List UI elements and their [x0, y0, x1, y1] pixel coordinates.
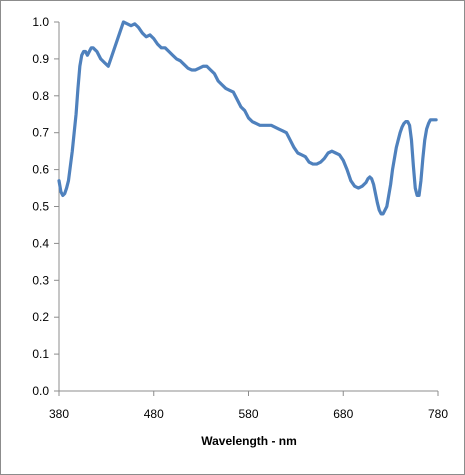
y-tick-label: 0.3 — [32, 273, 49, 287]
y-tick-label: 0.6 — [32, 163, 49, 177]
x-tick-label: 480 — [144, 407, 164, 421]
y-tick-label: 0.7 — [32, 126, 49, 140]
x-axis-title: Wavelength - nm — [201, 434, 297, 448]
y-tick-label: 0.0 — [32, 384, 49, 398]
series-line — [57, 20, 438, 216]
x-tick-label: 580 — [238, 407, 258, 421]
y-tick-label: 0.5 — [32, 200, 49, 214]
y-tick-label: 1.0 — [32, 15, 49, 29]
x-tick-label: 380 — [49, 407, 69, 421]
y-axis: 0.0 0.1 0.2 0.3 0.4 0.5 0.6 0.7 0.8 0.9 1.0 — [32, 15, 60, 398]
y-tick-label: 0.8 — [32, 89, 49, 103]
y-tick-label: 0.9 — [32, 52, 49, 66]
y-tick-label: 0.1 — [32, 347, 49, 361]
y-tick-label: 0.2 — [32, 310, 49, 324]
x-axis: 380 480 580 680 780 — [49, 390, 448, 421]
x-tick-label: 680 — [333, 407, 353, 421]
x-tick-label: 780 — [428, 407, 448, 421]
y-tick-label: 0.4 — [32, 236, 49, 250]
series-group — [57, 20, 438, 216]
